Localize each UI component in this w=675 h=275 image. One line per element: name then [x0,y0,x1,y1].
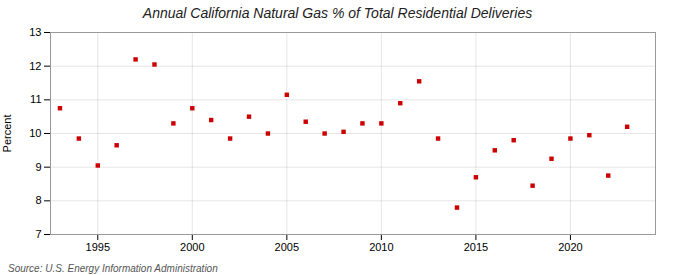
svg-text:1995: 1995 [86,241,110,253]
svg-text:12: 12 [29,60,41,72]
svg-text:Percent: Percent [1,115,13,153]
html-text:Source: U.S. Energy Informatio: Source: U.S. Energy Information Administ… [8,263,218,274]
svg-text:13: 13 [29,26,41,38]
svg-text:7: 7 [35,228,41,240]
svg-text:2020: 2020 [558,241,582,253]
svg-text:2005: 2005 [275,241,299,253]
svg-text:2000: 2000 [180,241,204,253]
svg-text:2010: 2010 [369,241,393,253]
svg-text:10: 10 [29,127,41,139]
svg-text:2015: 2015 [464,241,488,253]
svg-text:11: 11 [30,93,41,105]
svg-text:9: 9 [35,161,41,173]
svg-text:8: 8 [35,194,41,206]
html-text:Annual California Natural Gas: Annual California Natural Gas % of Total… [142,5,533,21]
